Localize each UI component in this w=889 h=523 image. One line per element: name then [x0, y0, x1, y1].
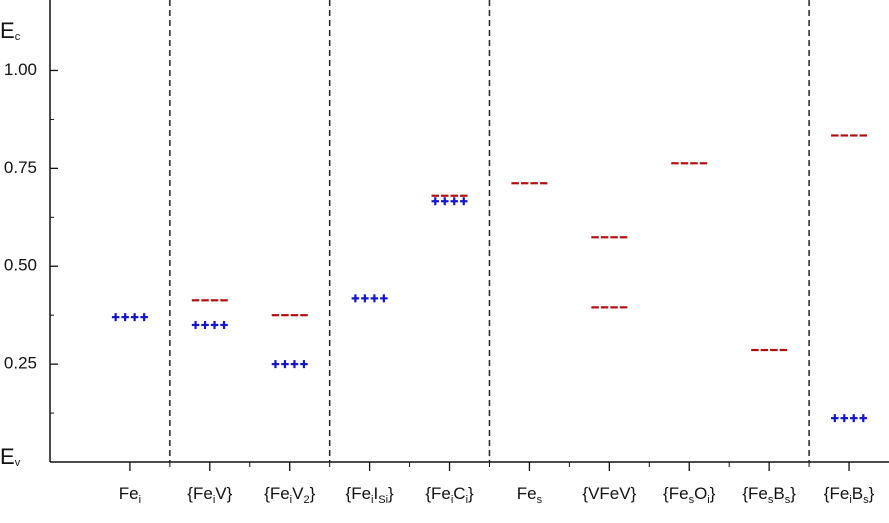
y-tick-label: 0.25: [4, 354, 37, 373]
x-tick-label: {FeiBs}: [824, 484, 875, 505]
y-tick-label: 0.50: [4, 256, 37, 275]
subscript: s: [785, 494, 791, 506]
text-part: B: [773, 484, 784, 503]
energy-level: [191, 320, 228, 329]
subscript: s: [768, 494, 774, 506]
energy-level: [111, 313, 148, 322]
x-tick-label: Fei: [119, 484, 141, 505]
x-tick-label: {FeiISi}: [346, 484, 395, 505]
subscript: Si: [378, 494, 388, 506]
text-part: Fe: [119, 484, 139, 503]
y-tick-label: 1.00: [4, 60, 37, 79]
text-part: V}: [215, 484, 232, 503]
text-part: E: [0, 444, 15, 469]
subscript: i: [451, 494, 453, 506]
subscript: i: [290, 494, 292, 506]
text-part: {Fe: [824, 484, 850, 503]
text-part: Fe: [517, 484, 537, 503]
text-part: {Fe: [663, 484, 689, 503]
text-part: E: [0, 18, 15, 43]
text-part: {Fe: [346, 484, 372, 503]
x-tick-label: {FeiV}: [187, 484, 232, 505]
band-label-top: Ec: [0, 18, 21, 43]
band-label-bottom: Ev: [0, 444, 21, 469]
x-tick-label: {FesBs}: [742, 484, 796, 505]
energy-level: [271, 360, 308, 369]
subscript: i: [139, 494, 141, 506]
x-tick-label: {FesOi}: [663, 484, 716, 505]
subscript: 2: [303, 494, 309, 506]
x-tick-label: Fes: [517, 484, 543, 505]
text-part: B: [852, 484, 863, 503]
energy-level: [351, 294, 388, 303]
text-part: }: [310, 484, 316, 503]
subscript: i: [849, 494, 851, 506]
text-part: {Fe: [425, 484, 451, 503]
x-tick-label: {FeiV2}: [264, 484, 315, 505]
text-part: }: [790, 484, 796, 503]
y-tick-label: 0.75: [4, 158, 37, 177]
text-part: {Fe: [187, 484, 213, 503]
x-tick-label: {FeiCi}: [425, 484, 474, 505]
subscript: i: [213, 494, 215, 506]
text-part: {Fe: [742, 484, 768, 503]
text-part: C: [453, 484, 465, 503]
subscript: i: [371, 494, 373, 506]
text-part: }: [710, 484, 716, 503]
text-part: }: [869, 484, 875, 503]
text-part: V: [292, 484, 304, 503]
energy-level: [431, 197, 468, 206]
text-part: {VFeV}: [582, 484, 636, 503]
subscript: i: [466, 494, 468, 506]
subscript: s: [689, 494, 695, 506]
text-part: O: [694, 484, 707, 503]
text-part: {Fe: [264, 484, 290, 503]
text-part: }: [388, 484, 394, 503]
text-part: I: [374, 484, 379, 503]
x-tick-label: {VFeV}: [582, 484, 636, 503]
subscript: s: [863, 494, 869, 506]
subscript: i: [707, 494, 709, 506]
subscript: s: [537, 494, 543, 506]
energy-level: [831, 414, 868, 423]
text-part: }: [468, 484, 474, 503]
subscript: c: [15, 31, 21, 43]
subscript: v: [15, 457, 21, 469]
